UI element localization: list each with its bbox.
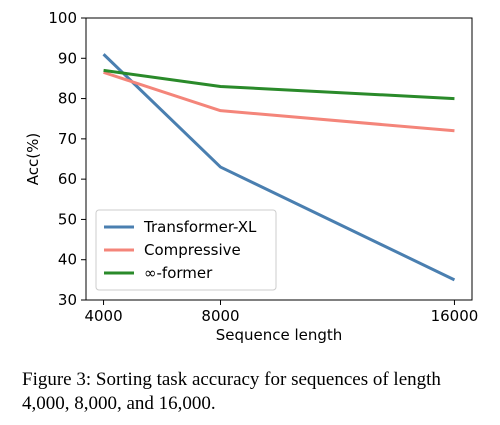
y-tick-label: 100: [48, 9, 77, 27]
legend-label: Transformer-XL: [143, 218, 257, 236]
x-axis-label: Sequence length: [216, 326, 343, 344]
y-tick-label: 70: [58, 130, 77, 148]
chart-svg: 30 40 50 60 70 80 90 100 4000 8000 16000 Acc(%) S…: [24, 9, 479, 344]
series-line-2: [103, 70, 455, 133]
line-chart: 30 40 50 60 70 80 90 100 4000 8000 16000 Acc(%) S…: [24, 9, 479, 344]
y-tick-label: 50: [58, 210, 77, 228]
plot-area-frame: [85, 17, 473, 301]
legend: Transformer-XL Compressive ∞-former: [95, 209, 277, 291]
figure-caption: Figure 3: Sorting task accuracy for sequ…: [22, 369, 441, 414]
x-tick-label: 8000: [201, 307, 239, 325]
y-tick-label: 90: [58, 49, 77, 67]
y-tick-label: 30: [58, 291, 77, 309]
legend-label: ∞-former: [144, 264, 213, 282]
y-tick-label: 40: [58, 251, 77, 269]
y-tick-label: 60: [58, 170, 77, 188]
legend-label: Compressive: [144, 241, 241, 259]
series-line-1: [102, 53, 456, 282]
x-tick-label: 16000: [431, 307, 479, 325]
x-tick-label: 4000: [84, 307, 122, 325]
legend-box: [95, 209, 277, 291]
series-line-3: [103, 68, 455, 101]
y-axis-label: Acc(%): [24, 133, 42, 185]
y-tick-label: 80: [58, 90, 77, 108]
